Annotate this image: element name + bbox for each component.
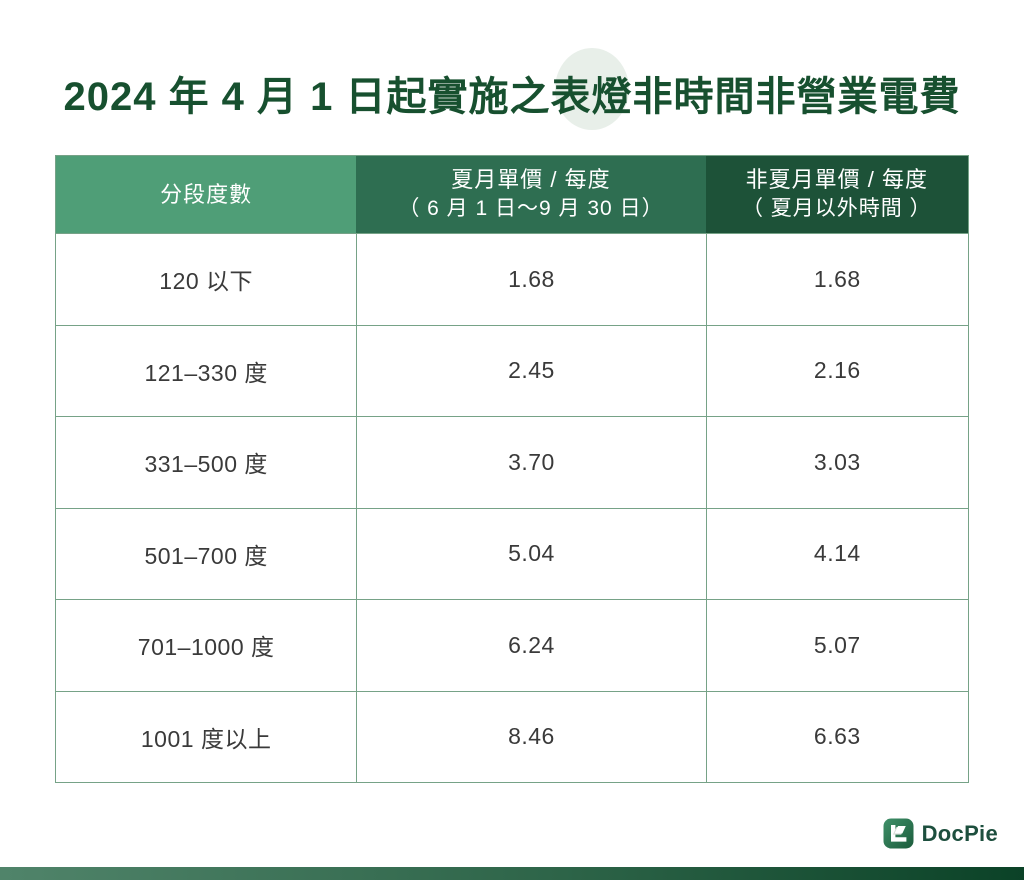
header-sublabel: （ 6 月 1 日～9 月 30 日） [398, 197, 664, 221]
title-accent-ellipse [555, 48, 629, 130]
header-cell-nonsummer-price: 非夏月單價 / 每度 （ 夏月以外時間 ） [705, 156, 968, 233]
cell-summer-price: 5.04 [356, 508, 705, 599]
page-title: 2024 年 4 月 1 日起實施之表燈非時間非營業電費 [63, 75, 961, 119]
cell-tier: 1001 度以上 [140, 725, 272, 752]
bottom-accent-bar [0, 867, 1024, 880]
table-row: 120 以下 1.68 1.68 [56, 233, 968, 325]
table-row: 501–700 度 5.04 4.14 [56, 507, 968, 599]
table-row: 1001 度以上 8.46 6.63 [56, 690, 968, 782]
cell-tier: 501–700 度 [144, 542, 268, 569]
header-label: 夏月單價 / 每度 [451, 167, 611, 193]
header-cell-summer-price: 夏月單價 / 每度 （ 6 月 1 日～9 月 30 日） [356, 156, 706, 233]
table-row: 121–330 度 2.45 2.16 [56, 324, 968, 416]
cell-tier: 121–330 度 [144, 359, 268, 386]
cell-tier: 331–500 度 [144, 451, 268, 478]
header-label: 非夏月單價 / 每度 [745, 167, 928, 193]
rate-table: 分段度數 夏月單價 / 每度 （ 6 月 1 日～9 月 30 日） 非夏月單價… [55, 155, 969, 783]
cell-nonsummer-price: 6.63 [705, 691, 968, 782]
cell-summer-price: 6.24 [356, 600, 705, 691]
header-sublabel: （ 夏月以外時間 ） [741, 197, 932, 221]
docpie-logo-icon [883, 818, 914, 849]
table-header-row: 分段度數 夏月單價 / 每度 （ 6 月 1 日～9 月 30 日） 非夏月單價… [56, 156, 968, 233]
cell-nonsummer-price: 1.68 [705, 234, 968, 325]
cell-summer-price: 8.46 [356, 691, 705, 782]
cell-tier: 120 以下 [159, 268, 254, 295]
cell-nonsummer-price: 2.16 [705, 325, 968, 416]
cell-summer-price: 1.68 [356, 234, 705, 325]
table-row: 331–500 度 3.70 3.03 [56, 416, 968, 508]
brand-name: DocPie [921, 820, 998, 846]
cell-nonsummer-price: 4.14 [705, 508, 968, 599]
header-cell-tier: 分段度數 [56, 156, 357, 233]
header-label: 分段度數 [160, 181, 253, 207]
table-row: 701–1000 度 6.24 5.07 [56, 599, 968, 691]
docpie-logo: DocPie [883, 818, 998, 849]
cell-tier: 701–1000 度 [137, 634, 275, 661]
cell-nonsummer-price: 3.03 [705, 417, 968, 508]
cell-summer-price: 3.70 [356, 417, 705, 508]
cell-summer-price: 2.45 [356, 325, 705, 416]
cell-nonsummer-price: 5.07 [705, 600, 968, 691]
